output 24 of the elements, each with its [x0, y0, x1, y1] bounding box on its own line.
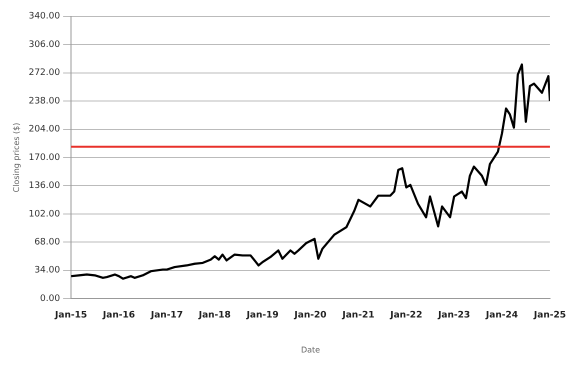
x-tick-label: Jan-17: [150, 310, 183, 320]
x-tick-label: Jan-19: [246, 310, 279, 320]
x-tick-label: Jan-24: [484, 310, 518, 320]
y-tick-label: 306.00: [28, 40, 60, 50]
x-tick-label: Jan-23: [437, 310, 470, 320]
x-tick-label: Jan-16: [102, 310, 135, 320]
y-tick-label: 204.00: [28, 124, 60, 135]
x-tick-label: Jan-22: [389, 310, 422, 320]
x-axis-title: Date: [300, 345, 320, 354]
y-tick-label: 34.00: [34, 266, 60, 276]
x-tick-label: Jan-20: [293, 310, 327, 320]
y-tick-label: 136.00: [28, 181, 60, 192]
y-tick-label: 0.00: [40, 294, 60, 304]
y-tick-label: 238.00: [28, 96, 60, 106]
x-tick-label: Jan-18: [198, 310, 231, 320]
y-tick-label: 272.00: [28, 68, 60, 78]
y-tick-label: 68.00: [34, 238, 60, 248]
x-tick-label: Jan-21: [341, 310, 374, 320]
y-tick-label: 170.00: [28, 152, 60, 163]
x-tick-label: Jan-25: [532, 310, 566, 320]
x-tick-label: Jan-15: [54, 310, 88, 320]
y-axis-title: Closing prices ($): [12, 122, 21, 192]
y-tick-label: 340.00: [28, 12, 60, 22]
y-tick-label: 102.00: [28, 209, 60, 220]
